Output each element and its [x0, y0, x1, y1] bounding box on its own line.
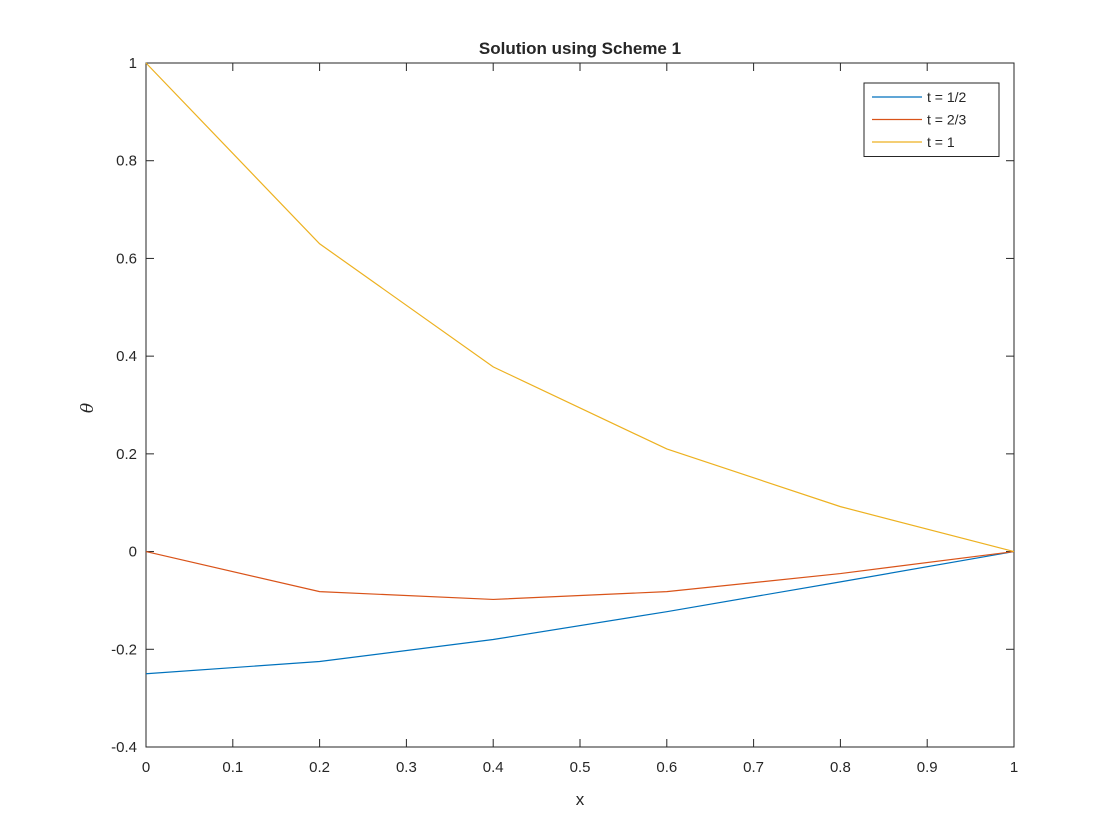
x-tick-label: 0.6 — [656, 759, 677, 776]
y-tick-label: -0.2 — [111, 641, 137, 658]
y-tick-label: 0.4 — [116, 348, 137, 365]
x-tick-label: 0.2 — [309, 759, 330, 776]
x-tick-label: 0.3 — [396, 759, 417, 776]
y-tick-label: 1 — [129, 55, 137, 72]
x-axis-label: x — [576, 790, 585, 809]
series-line-3 — [145, 62, 1015, 553]
series-lines — [145, 62, 1015, 675]
y-axis-label: θ — [78, 403, 98, 413]
y-tick-label: 0.2 — [116, 446, 137, 463]
series-line-2 — [145, 550, 1015, 601]
x-tick-label: 0.9 — [917, 759, 938, 776]
legend-label-1: t = 1/2 — [927, 89, 967, 105]
series-line-1 — [145, 550, 1015, 675]
axes-box — [145, 62, 1015, 748]
x-tick-label: 0.7 — [743, 759, 764, 776]
x-tick-label: 0.4 — [483, 759, 504, 776]
legend-label-2: t = 2/3 — [927, 112, 967, 128]
x-axis: 0 0.1 0.2 0.3 0.4 0.5 0.6 0.7 0.8 0.9 1 — [142, 63, 1018, 776]
x-tick-label: 0.1 — [222, 759, 243, 776]
legend-label-3: t = 1 — [927, 134, 955, 150]
y-axis: -0.4 -0.2 0 0.2 0.4 0.6 0.8 1 — [111, 55, 1014, 756]
x-tick-label: 1 — [1010, 759, 1018, 776]
y-tick-label: 0 — [129, 544, 137, 561]
x-tick-label: 0.8 — [830, 759, 851, 776]
chart-title: Solution using Scheme 1 — [479, 39, 681, 58]
plot-area — [145, 62, 1015, 748]
y-tick-label: 0.6 — [116, 250, 137, 267]
y-tick-label: -0.4 — [111, 739, 137, 756]
legend: t = 1/2 t = 2/3 t = 1 — [863, 82, 1000, 157]
x-tick-label: 0 — [142, 759, 150, 776]
y-tick-label: 0.8 — [116, 153, 137, 170]
x-tick-label: 0.5 — [570, 759, 591, 776]
